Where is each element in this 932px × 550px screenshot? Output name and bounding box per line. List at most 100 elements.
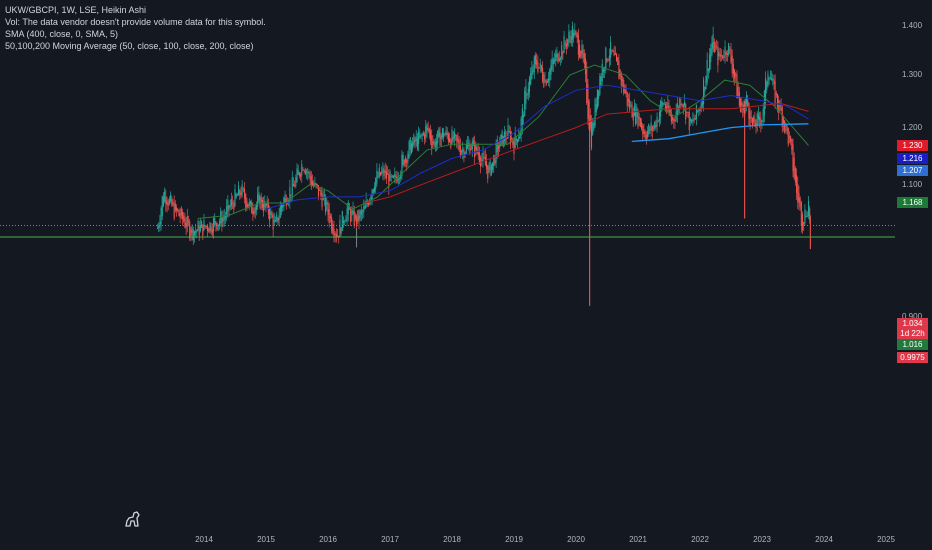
candle-body bbox=[595, 104, 597, 113]
candle-body bbox=[612, 50, 614, 52]
candle-body bbox=[732, 64, 734, 75]
candle-body bbox=[631, 104, 633, 118]
candle-body bbox=[276, 214, 278, 221]
candle-body bbox=[170, 194, 172, 202]
candle-body bbox=[201, 221, 203, 228]
candle-body bbox=[782, 117, 785, 124]
candle-body bbox=[580, 51, 582, 57]
candle-body bbox=[239, 190, 241, 195]
candle-body bbox=[501, 131, 503, 141]
candle-body bbox=[364, 205, 366, 210]
candle-body bbox=[754, 119, 756, 127]
candle-body bbox=[334, 232, 336, 235]
candle-body bbox=[223, 216, 225, 220]
candle-body bbox=[365, 200, 367, 208]
tradingview-dino-icon[interactable] bbox=[123, 509, 143, 529]
candle-body bbox=[316, 184, 318, 186]
candle-body bbox=[325, 196, 327, 213]
candle-body bbox=[587, 84, 589, 119]
candle-body bbox=[377, 176, 379, 178]
candle-body bbox=[297, 170, 299, 175]
candle-body bbox=[518, 136, 520, 141]
candle-body bbox=[786, 125, 788, 132]
candle-body bbox=[413, 134, 415, 146]
candle-body bbox=[428, 128, 430, 133]
candle-body bbox=[565, 43, 568, 48]
candle-body bbox=[362, 211, 364, 213]
candle-body bbox=[809, 208, 811, 221]
candle-body bbox=[629, 100, 631, 110]
candle-body bbox=[596, 89, 599, 109]
candle-body bbox=[222, 217, 224, 222]
candle-body bbox=[383, 170, 385, 177]
candle-body bbox=[260, 197, 262, 203]
candle-body bbox=[304, 170, 306, 175]
candle-body bbox=[292, 184, 294, 187]
candle-body bbox=[402, 154, 404, 166]
candle-body bbox=[416, 138, 418, 149]
candle-body bbox=[583, 53, 585, 64]
candle-body bbox=[648, 124, 650, 135]
sma400-line bbox=[631, 123, 809, 143]
candle-body bbox=[183, 215, 185, 222]
candle-body bbox=[704, 86, 706, 92]
candle-body bbox=[165, 196, 167, 204]
candle-body bbox=[357, 210, 359, 222]
candle-body bbox=[689, 118, 692, 122]
candle-body bbox=[478, 152, 480, 163]
candle-body bbox=[555, 53, 557, 61]
candle-body bbox=[470, 149, 472, 151]
candle-body bbox=[257, 194, 259, 207]
candle-body bbox=[184, 218, 186, 228]
candle-body bbox=[193, 231, 196, 235]
candle-body bbox=[753, 116, 755, 122]
candle-body bbox=[375, 177, 377, 190]
candle-body bbox=[569, 35, 571, 38]
candle-body bbox=[738, 92, 740, 106]
candle-body bbox=[221, 217, 223, 227]
candle-body bbox=[633, 105, 635, 116]
candle-body bbox=[642, 125, 644, 134]
candle-body bbox=[400, 173, 402, 179]
candle-body bbox=[482, 152, 484, 161]
candle-body bbox=[391, 175, 393, 177]
candle-body bbox=[550, 65, 552, 75]
candle-body bbox=[341, 210, 343, 231]
bar-countdown: 1d 22h bbox=[897, 328, 928, 339]
candle-body bbox=[265, 204, 267, 207]
candle-body bbox=[584, 58, 587, 75]
legend-sma-indicator[interactable]: SMA (400, close, 0, SMA, 5) bbox=[5, 29, 119, 39]
candle-body bbox=[342, 220, 345, 223]
candle-body bbox=[319, 189, 321, 191]
candle-body bbox=[788, 136, 790, 138]
candle-body bbox=[763, 90, 765, 116]
candle-body bbox=[700, 102, 702, 111]
candle-body bbox=[756, 113, 758, 126]
candle-body bbox=[354, 215, 356, 219]
candle-body bbox=[545, 80, 547, 86]
x-tick-label: 2016 bbox=[319, 535, 337, 544]
candle-body bbox=[218, 221, 221, 226]
candle-body bbox=[537, 62, 539, 72]
candle-body bbox=[502, 135, 504, 147]
candle-body bbox=[570, 36, 572, 44]
legend-ma-indicator[interactable]: 50,100,200 Moving Average (50, close, 10… bbox=[5, 41, 254, 51]
x-tick-label: 2025 bbox=[877, 535, 895, 544]
candle-body bbox=[793, 157, 795, 179]
candle-body bbox=[313, 183, 315, 187]
y-tick-label: 0.900 bbox=[902, 311, 923, 321]
candle-body bbox=[644, 131, 646, 138]
candle-body bbox=[474, 142, 476, 158]
candle-body bbox=[198, 226, 200, 236]
candle-body bbox=[447, 133, 449, 142]
candle-body bbox=[255, 203, 258, 211]
candle-body bbox=[475, 144, 477, 150]
candle-body bbox=[676, 103, 678, 117]
candle-body bbox=[522, 115, 525, 118]
legend-title[interactable]: UKW/GBCPI, 1W, LSE, Heikin Ashi bbox=[5, 5, 147, 15]
candle-body bbox=[801, 214, 804, 231]
candle-body bbox=[519, 132, 521, 139]
candle-body bbox=[261, 199, 263, 208]
candle-body bbox=[320, 190, 322, 196]
